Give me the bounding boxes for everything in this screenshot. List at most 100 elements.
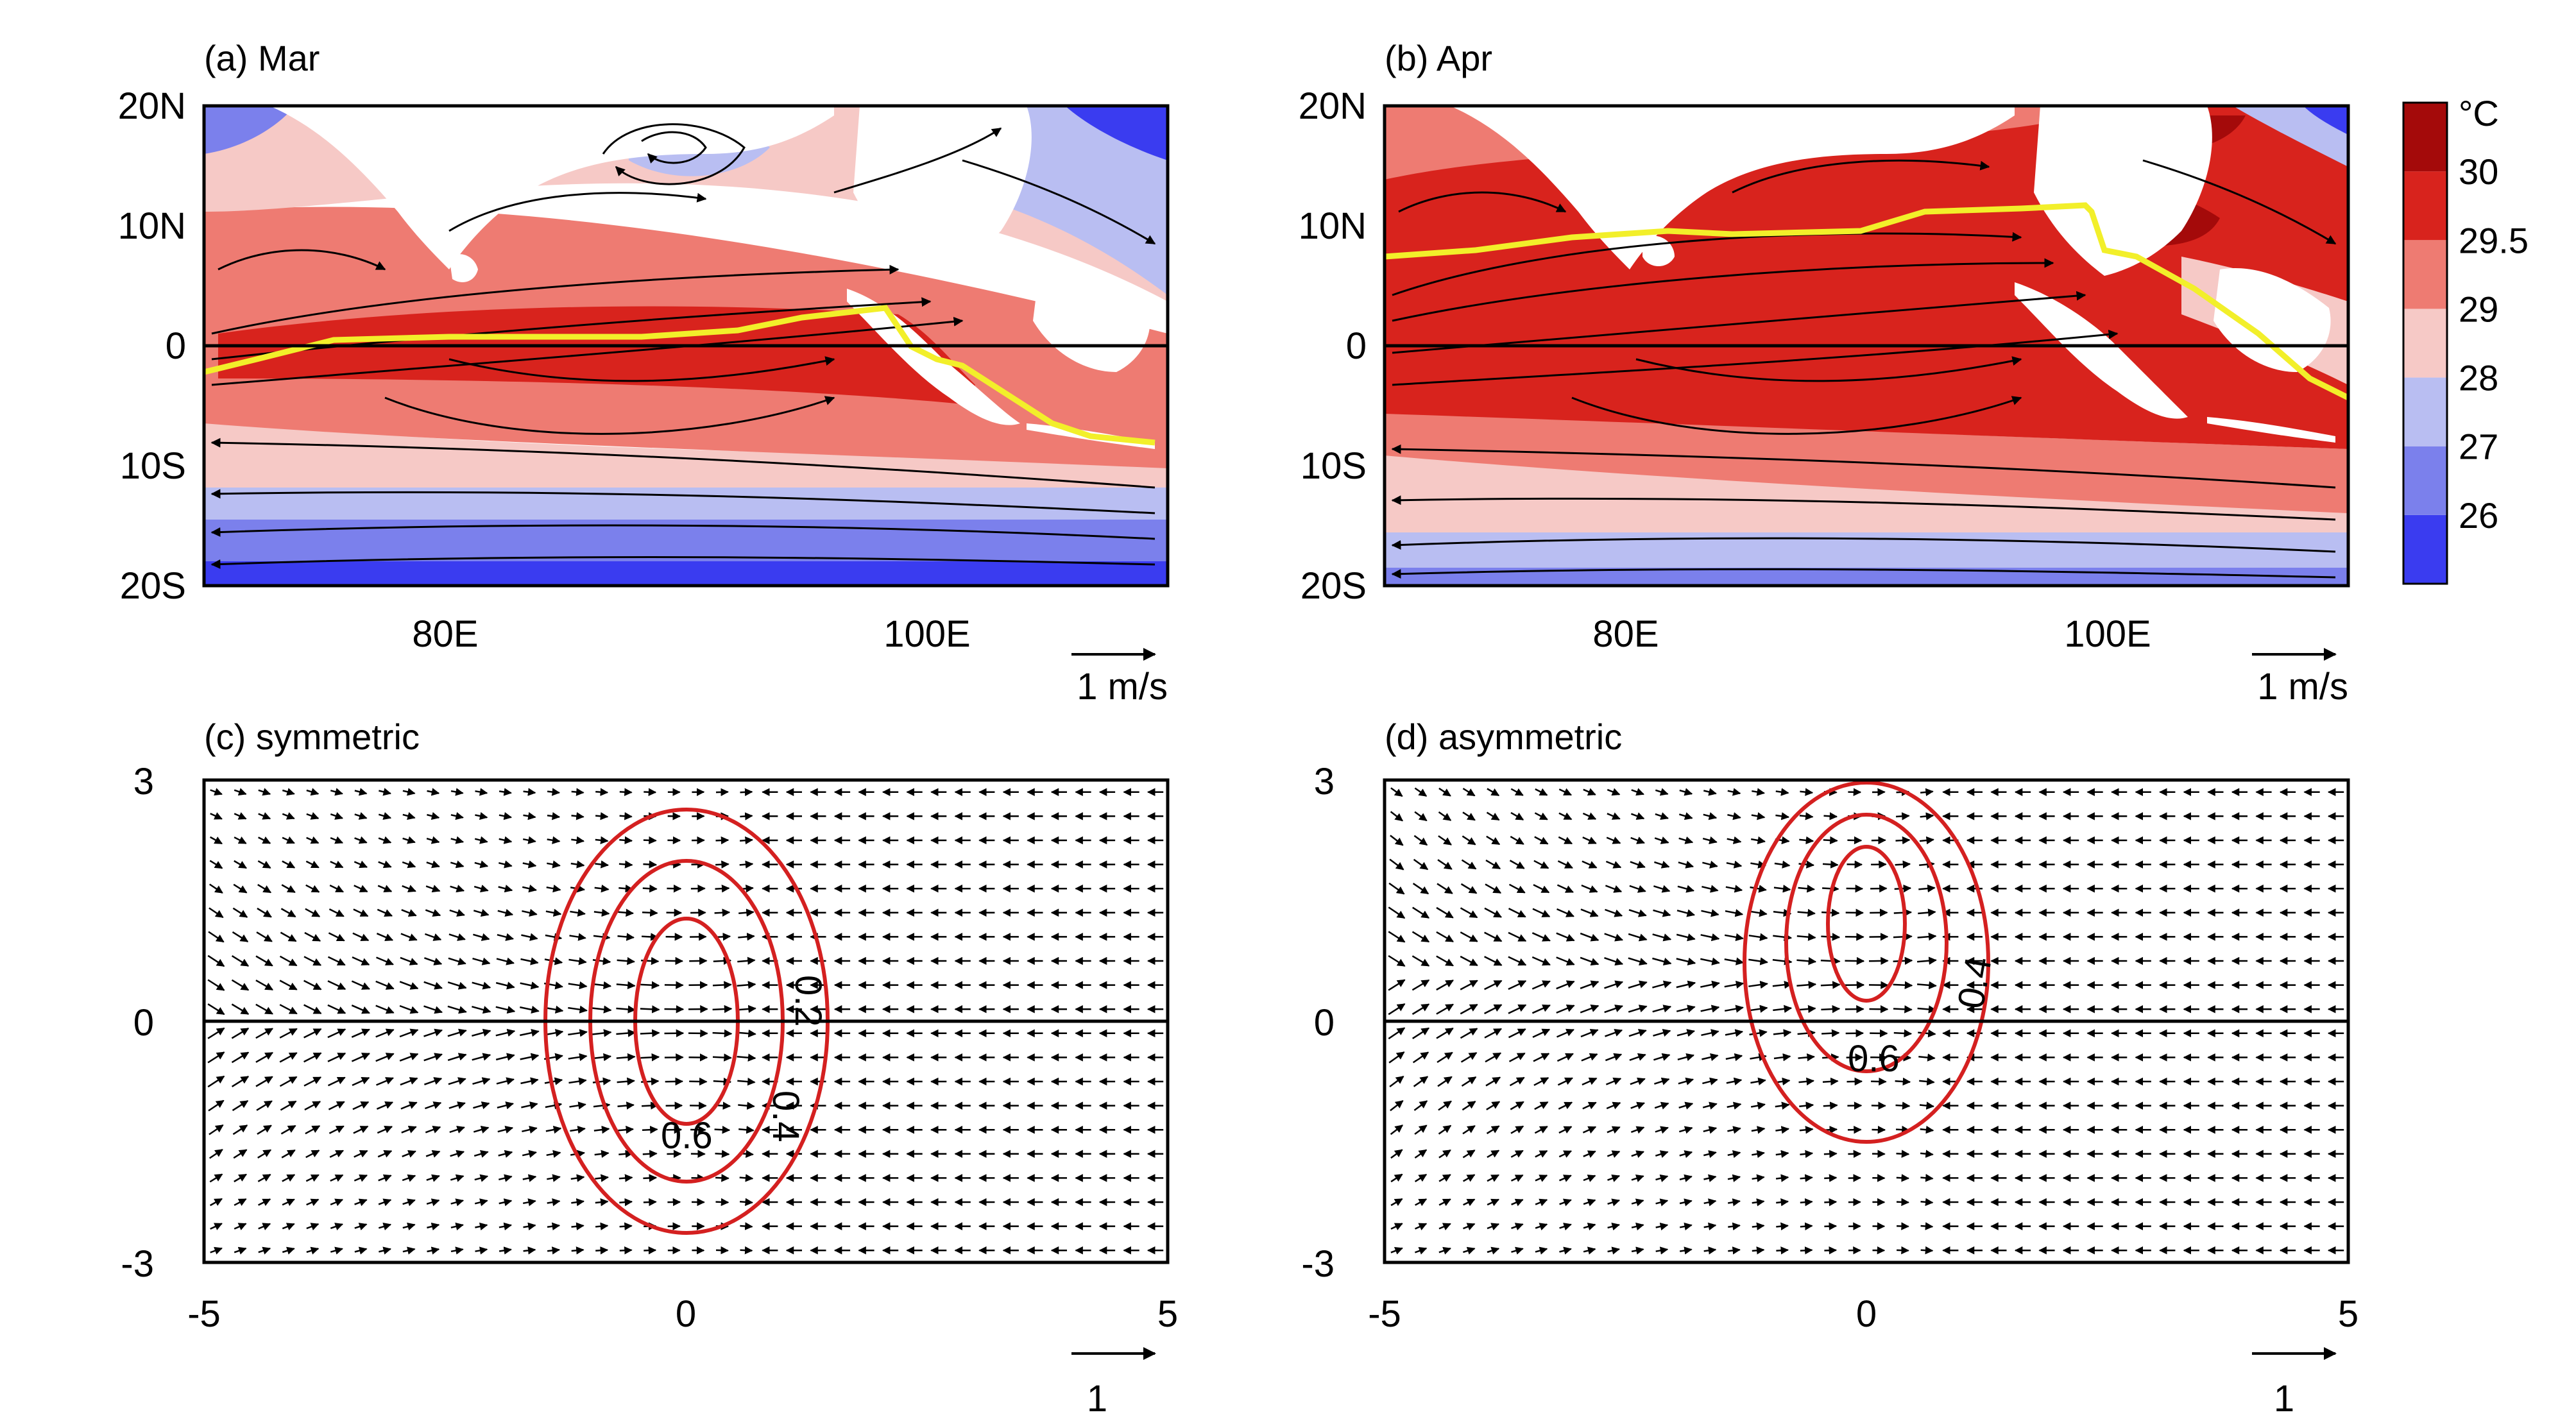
vector-arrow (1775, 1101, 1790, 1110)
vector-arrow (1557, 1077, 1573, 1086)
vector-arrow (473, 1125, 490, 1133)
vector-arrow (1652, 957, 1672, 966)
vector-arrow (1436, 955, 1454, 967)
vector-arrow (499, 860, 513, 869)
vector-arrow (258, 1198, 271, 1207)
vector-arrow (1462, 1150, 1476, 1159)
vector-arrow (1824, 1222, 1838, 1230)
vector-arrow (499, 811, 513, 820)
vector-arrow (354, 788, 368, 796)
vector-arrow (1772, 980, 1793, 989)
vector-arrow (642, 1150, 658, 1159)
vector-arrow (1700, 980, 1720, 989)
sumatra (2015, 282, 2188, 419)
vector-arrow (1412, 1003, 1430, 1015)
vector-arrow (306, 788, 320, 796)
contour-0.2 (1743, 781, 1990, 1144)
panel-a-x-ticks: 80E 100E (412, 613, 970, 655)
vector-arrow (427, 1222, 440, 1231)
vector-arrow (209, 1149, 223, 1159)
vector-arrow (1918, 884, 1936, 893)
vector-arrow (642, 884, 658, 893)
vector-arrow (1607, 1126, 1621, 1134)
colorbar-label: 27 (2459, 427, 2498, 467)
vector-arrow (209, 1124, 224, 1135)
vector-arrow (1916, 981, 1937, 990)
vector-arrow (330, 860, 344, 869)
vector-arrow (306, 836, 320, 844)
vector-arrow (1652, 980, 1672, 989)
vector-arrow (1508, 931, 1527, 942)
vector-arrow (1604, 957, 1624, 966)
vector-arrow (1583, 1175, 1596, 1182)
vector-arrow (375, 1005, 395, 1014)
vector-arrow (209, 907, 224, 919)
vector-arrow (1821, 908, 1840, 917)
vector-arrow (499, 836, 513, 844)
vector-arrow (1460, 883, 1478, 894)
vector-arrow (571, 812, 584, 820)
vector-arrow (1558, 1150, 1573, 1158)
colorbar-swatch (2403, 377, 2447, 446)
vector-arrow (450, 1198, 465, 1207)
colorbar-label: 30 (2459, 151, 2498, 192)
vector-arrow (740, 1198, 753, 1207)
panel-d-xtick: -5 (1368, 1293, 1401, 1335)
vector-arrow (475, 788, 488, 796)
vector-arrow (1920, 1150, 1934, 1158)
vector-arrow (1604, 980, 1624, 989)
vector-arrow (1484, 980, 1503, 990)
vector-arrow (1629, 885, 1646, 893)
vector-arrow (423, 981, 443, 990)
panel-d-title: (d) asymmetric (1385, 717, 1622, 757)
vector-arrow (1752, 1150, 1765, 1159)
vector-arrow (1703, 1150, 1717, 1159)
vector-arrow (1920, 1246, 1934, 1255)
vector-arrow (715, 1198, 729, 1207)
panel-b-ref-label: 1 m/s (2257, 666, 2348, 708)
vector-arrow (376, 1077, 394, 1086)
vector-arrow (402, 1222, 416, 1231)
vector-arrow (522, 885, 537, 893)
vector-arrow (1677, 885, 1695, 893)
vector-arrow (1534, 812, 1548, 820)
vector-arrow (472, 1028, 491, 1037)
vector-arrow (1583, 1246, 1596, 1255)
vector-arrow (1462, 788, 1476, 797)
vector-arrow (329, 884, 345, 893)
vector-arrow (257, 1149, 272, 1159)
vector-arrow (522, 1174, 537, 1182)
panel-a-frame (202, 104, 1170, 588)
vector-arrow (234, 836, 247, 844)
vector-arrow (616, 1053, 636, 1062)
vector-arrow (520, 1028, 540, 1037)
vector-arrow (1414, 787, 1428, 797)
vector-arrow (1727, 788, 1741, 796)
vector-arrow (427, 1246, 440, 1255)
vector-arrow (1776, 1198, 1789, 1207)
vector-arrow (643, 1198, 657, 1207)
vector-arrow (1510, 1101, 1524, 1110)
vector-arrow (1580, 956, 1599, 966)
vector-arrow (279, 955, 298, 967)
vector-arrow (1630, 836, 1645, 844)
vector-arrow (279, 1052, 298, 1063)
vector-arrow (1727, 812, 1741, 820)
vector-arrow (1631, 1198, 1644, 1207)
panel-a-streamlines (210, 123, 1156, 570)
panel-a-ytick: 0 (166, 325, 186, 367)
vector-arrow (1532, 908, 1551, 918)
vector-arrow (1437, 883, 1453, 894)
vector-arrow (1462, 811, 1476, 821)
vector-arrow (330, 812, 343, 820)
vector-arrow (523, 788, 536, 796)
vector-arrow (737, 981, 756, 989)
vector-arrow (1605, 860, 1622, 869)
panel-a-xtick: 100E (883, 613, 970, 655)
panel-b-ytick: 10N (1299, 205, 1367, 247)
vector-arrow (1703, 1246, 1717, 1255)
vector-arrow (1679, 1174, 1693, 1182)
vector-arrow (1534, 836, 1549, 845)
vector-arrow (427, 811, 440, 820)
vector-arrow (1535, 788, 1548, 796)
